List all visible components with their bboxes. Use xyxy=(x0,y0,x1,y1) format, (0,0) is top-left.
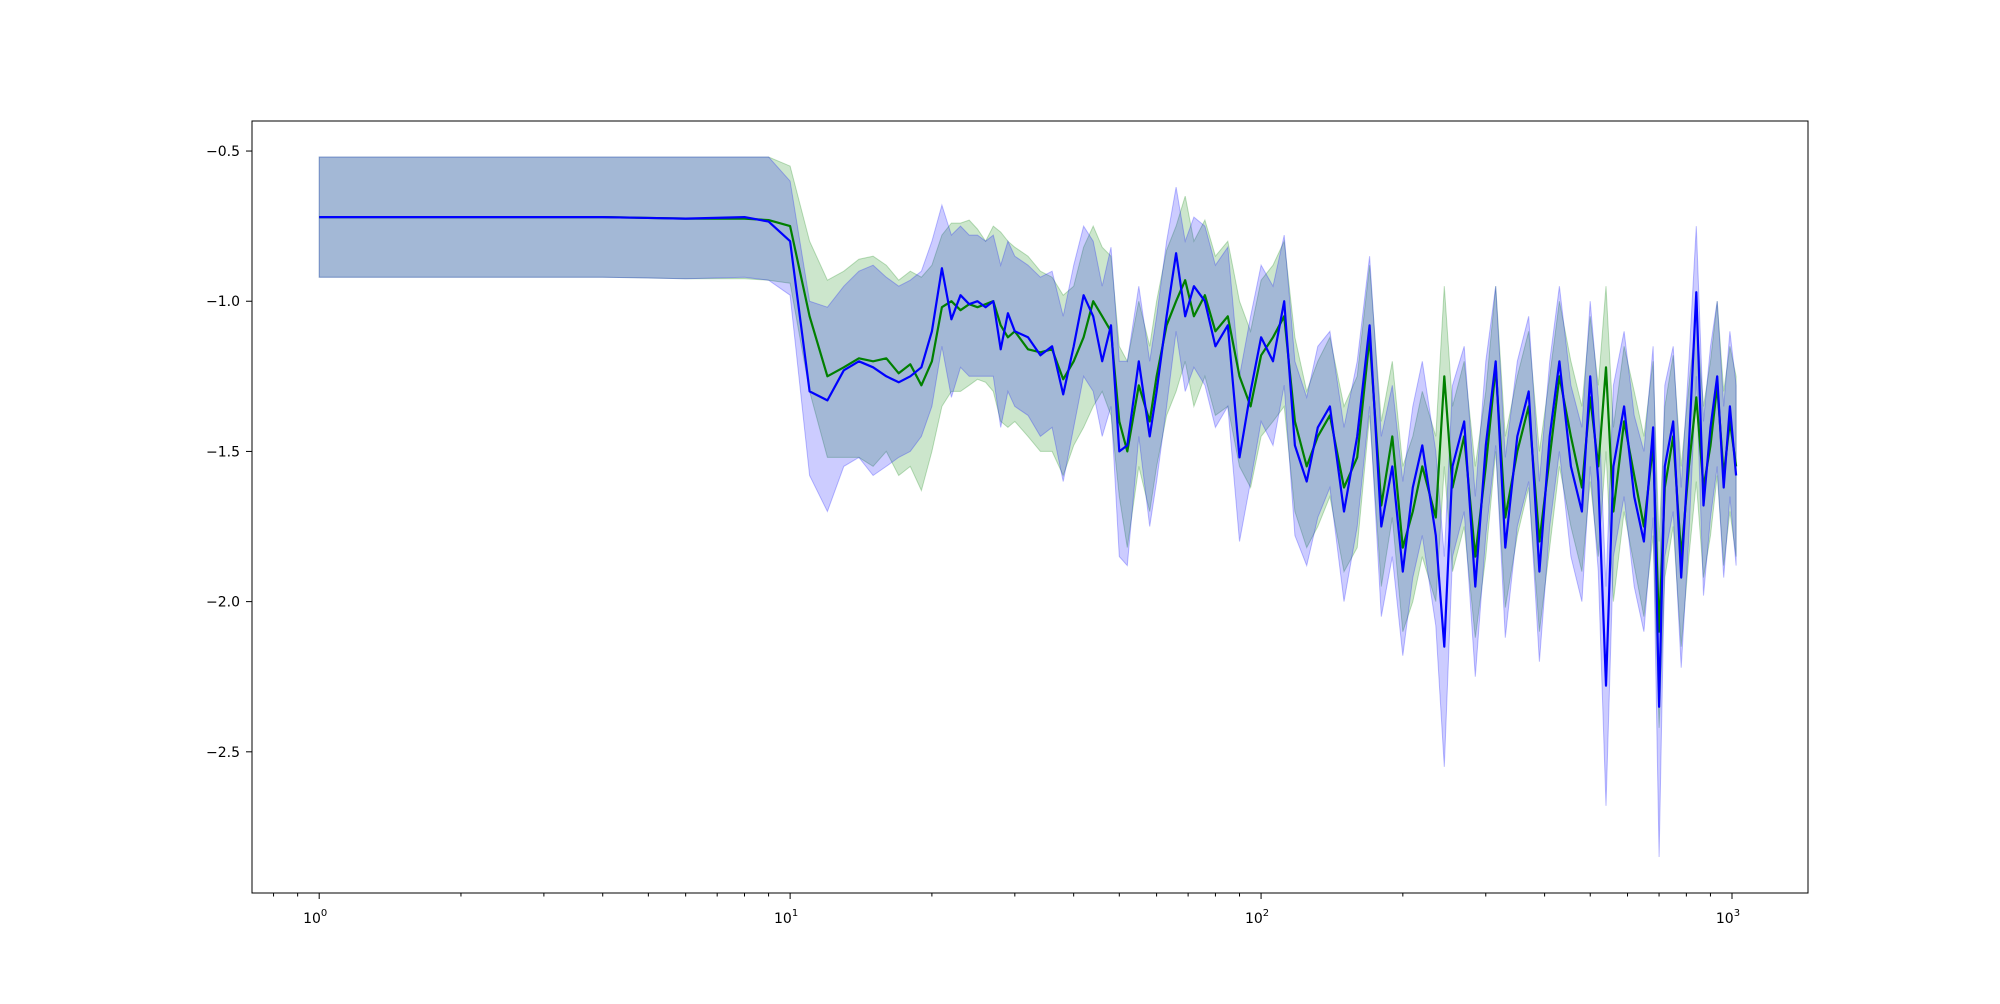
x-tick-label: 101 xyxy=(774,908,798,927)
x-tick-label-base: 10 xyxy=(1245,911,1263,927)
series-0-band xyxy=(318,156,1737,728)
y-tick-label: −0.5 xyxy=(206,144,240,160)
x-tick-label: 100 xyxy=(303,908,327,927)
x-tick-label-exponent: 3 xyxy=(1734,908,1740,919)
series-1-band xyxy=(318,156,1737,858)
x-tick-label-base: 10 xyxy=(774,911,792,927)
y-tick-label: −2.5 xyxy=(206,745,240,761)
axes-frame xyxy=(251,120,1809,894)
axis-layer: 100 101 102 103−0.5−1.0−1.5−2.0−2.5 xyxy=(206,144,1740,927)
y-tick-label: −1.0 xyxy=(206,294,240,310)
series-0-line xyxy=(319,216,1738,633)
x-tick-label-exponent: 2 xyxy=(1263,908,1269,919)
x-tick-label-base: 10 xyxy=(303,911,321,927)
x-tick-label-exponent: 0 xyxy=(321,908,327,919)
plot-layer xyxy=(318,156,1738,858)
y-tick-label: −2.0 xyxy=(206,595,240,611)
y-tick-label: −1.5 xyxy=(206,444,240,460)
x-tick-label: 102 xyxy=(1245,908,1269,927)
x-tick-label-base: 10 xyxy=(1716,911,1734,927)
plot-area xyxy=(318,156,1738,858)
x-tick-label-exponent: 1 xyxy=(792,908,798,919)
series-1-line xyxy=(319,216,1738,708)
x-tick-label: 103 xyxy=(1716,908,1740,927)
